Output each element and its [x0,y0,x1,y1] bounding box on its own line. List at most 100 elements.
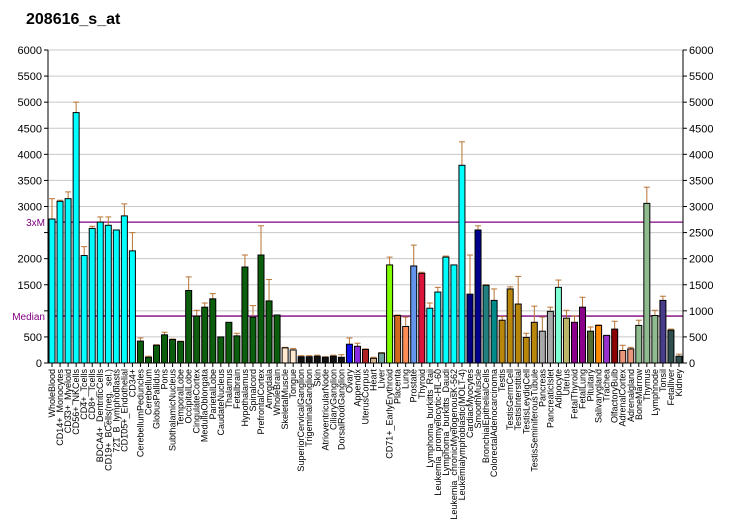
x-tick-label: TrigeminalGanglion [304,369,314,447]
x-tick-label: Lymphoma_burkitts_Raji [425,369,435,468]
x-tick-label: OccipitalLobe [184,369,194,424]
x-tick-label: CingulateCortex [192,369,202,434]
x-tick-label: Testis [497,369,507,393]
bar [546,310,554,364]
x-tick-label: Prostate [409,369,419,403]
bar [281,347,289,364]
y-tick-label-left: 5000 [18,97,42,109]
bar [466,293,474,364]
bar [530,321,538,364]
bar [136,340,144,364]
bar [64,198,72,364]
bar [450,264,458,364]
x-tick-label: TestisGermCell [505,369,515,430]
bar [177,341,185,364]
bar [88,227,96,364]
x-tick-label: PancreaticIslet [545,369,555,429]
x-tick-label: Trachea [602,369,612,402]
bar [362,348,369,364]
x-tick-label: Thymus [642,369,652,402]
x-tick-label: CD8+_Tcells [87,369,97,420]
x-tick-label: Fetalliver [666,369,676,406]
bar [418,272,426,364]
x-tick-label: Salivarygland [594,369,604,423]
y-tick-label-right: 500 [689,332,707,344]
x-tick-label: SmoothMuscle [473,369,483,429]
bar [442,256,450,364]
bar [144,356,152,364]
y-tick-label-left: 3500 [18,175,42,187]
y-tick-label-right: 1500 [689,280,713,292]
x-tick-label: SkeletalMuscle [280,369,290,430]
bar [185,289,193,364]
x-tick-label: Adrenalgland [626,369,636,422]
bar [635,324,643,364]
x-tick-label: CD56+_NKCells [71,369,81,435]
x-tick-label: PrefrontalCortex [256,369,266,435]
bar [337,356,345,364]
bar [56,200,64,364]
x-tick-label: ColorectalAdenocarcinoma [489,369,499,477]
x-tick-label: Cerebellum [143,369,153,415]
bar [313,355,321,364]
bar [48,218,56,364]
x-tick-label: OlfactoryBulb [610,369,620,423]
x-tick-label: Adipocyte [553,369,563,409]
x-tick-label: Heart [369,369,379,392]
y-tick-label-right: 2000 [689,254,713,266]
x-tick-label: Lymphnode [650,369,660,416]
bar [498,319,506,364]
y-tick-label-right: 6000 [689,45,713,57]
y-tick-label-right: 0 [689,358,695,370]
chart-title: 208616_s_at [26,11,121,28]
bar [538,330,546,364]
bar [394,315,402,364]
x-tick-label: Amygdala [264,369,274,409]
reference-line-label: Median [12,312,45,323]
x-tick-label: Placenta [393,369,403,404]
bar [201,306,209,364]
y-tick-label-left: 6000 [18,45,42,57]
bar [120,215,128,364]
bar [80,255,88,364]
y-tick-label-left: 4000 [18,149,42,161]
bar [305,356,313,364]
x-tick-label: 721_B_lymphoblasts [111,369,121,453]
x-tick-label: UterusCorpus [361,369,371,425]
y-tick-label-right: 5500 [689,71,713,83]
x-tick-label: TestisInterstitial [513,369,523,431]
bar [595,324,603,364]
x-tick-label: CD33+_Myeloid [63,369,73,433]
x-tick-label: Ovary [344,369,354,394]
bar [522,336,530,364]
x-tick-label: SuperiorCervicalGanglion [296,369,306,472]
bar [554,286,562,364]
x-tick-label: TestisSeminiferousTubule [529,369,539,472]
bar [153,344,161,364]
x-tick-label: Leukemialymphoblastic(MOLT-4) [457,369,467,500]
bar [570,321,578,364]
bar [297,356,305,364]
bar [257,254,265,364]
y-tick-label-left: 5500 [18,71,42,83]
y-tick-label-right: 5000 [689,97,713,109]
bar [104,224,112,364]
y-tick-label-left: 500 [24,332,42,344]
x-tick-label: CD19+_BCells(neg._sel.) [103,369,113,471]
x-tick-label: Thalamus [224,369,234,409]
x-tick-label: Pons [160,369,170,390]
bar [490,299,498,364]
bar [514,303,522,364]
x-tick-label: Lung [401,369,411,389]
bar [209,298,217,364]
bar [675,355,683,364]
x-tick-label: BDCA4+_DentriticCells [95,369,105,463]
bar [128,250,136,364]
bar [603,334,611,364]
bar [402,325,410,364]
bar [579,306,587,364]
x-tick-label: GlobusPallidus [152,369,162,430]
bar [627,348,635,364]
x-tick-label: Liver [377,369,387,389]
bar [386,264,394,364]
